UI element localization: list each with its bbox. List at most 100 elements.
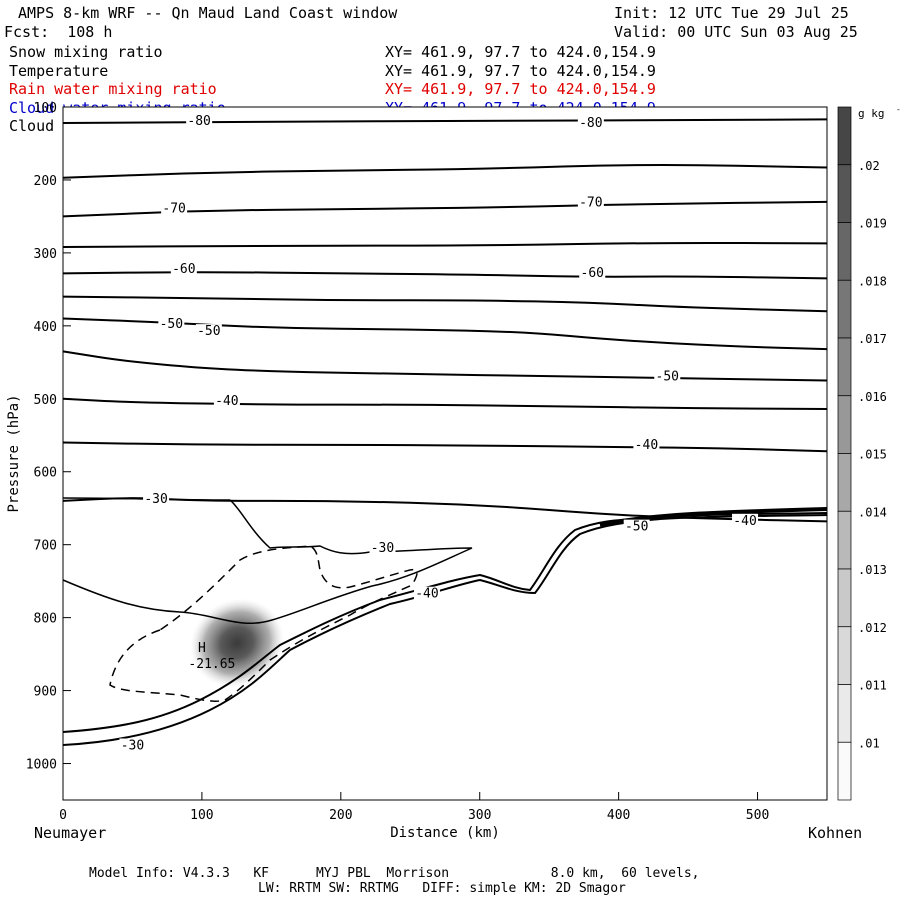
contour-label-bg — [623, 519, 650, 533]
colorbar-swatch — [837, 568, 852, 628]
colorbar-swatch — [837, 222, 852, 281]
contour-label-bg — [143, 491, 170, 505]
colorbar-swatch — [837, 395, 852, 454]
field-xy: XY= 461.9, 97.7 to 424.0,154.9 — [385, 61, 656, 80]
snow-maximum-shading — [190, 598, 284, 688]
temperature-contour — [62, 397, 828, 411]
x-tick-label: 300 — [468, 808, 491, 823]
colorbar-label: .018 — [858, 274, 887, 288]
terrain-thick-contour — [599, 507, 828, 527]
y-tick-label: 300 — [34, 247, 57, 262]
y-tick-label: 500 — [34, 393, 57, 408]
temperature-contour — [62, 441, 828, 453]
field-name: Snow mixing ratio — [9, 43, 163, 61]
contour-label-bg — [633, 437, 660, 451]
snow-mixing-ratio-contour — [109, 545, 418, 702]
contour-label-bg — [577, 116, 604, 130]
contour-label: -80 — [579, 116, 602, 131]
contour-label: -40 — [415, 587, 438, 602]
right-endpoint-label: Kohnen — [808, 824, 863, 842]
contour-label: -80 — [187, 114, 210, 129]
contour-label: -40 — [635, 438, 658, 453]
contour-label: -50 — [160, 317, 183, 332]
temperature-contour — [62, 350, 828, 382]
y-tick-label: 1000 — [26, 758, 57, 773]
plot-frame — [62, 106, 828, 801]
terrain-lower-contour — [62, 514, 828, 746]
contour-label: -40 — [215, 394, 238, 409]
max-marker-value: -21.65 — [188, 657, 235, 672]
colorbar-label: .011 — [858, 679, 887, 693]
contour-label-bg — [579, 265, 606, 279]
colorbar-label: .013 — [858, 563, 887, 577]
forecast-hour: Fcst: 108 h — [4, 23, 113, 41]
temperature-contour — [62, 295, 828, 313]
temperature-contour — [62, 163, 828, 179]
contour-label-bg — [119, 738, 146, 752]
x-tick-label: 200 — [329, 808, 352, 823]
colorbar-label: .015 — [858, 448, 887, 462]
contour-label-bg — [577, 195, 604, 209]
y-tick-label: 700 — [34, 539, 57, 554]
y-tick-label: 200 — [34, 174, 57, 189]
colorbar-swatch — [837, 741, 852, 801]
colorbar-label: .016 — [858, 390, 887, 404]
colorbar-swatch — [837, 684, 852, 743]
y-axis-label: Pressure (hPa) — [6, 394, 22, 512]
x-tick-label: 500 — [746, 808, 769, 823]
temperature-contour — [62, 317, 828, 351]
contour-label: -50 — [656, 369, 679, 384]
colorbar-label: .012 — [858, 621, 887, 635]
field-xy: XY= 461.9, 97.7 to 424.0,154.9 — [385, 80, 656, 98]
y-tick-label: 800 — [34, 612, 57, 627]
x-axis-label: Distance (km) — [390, 825, 500, 841]
field-xy: XY= 461.9, 97.7 to 424.0,154.9 — [385, 43, 656, 61]
colorbar-label: .01 — [858, 736, 880, 750]
colorbar-swatch — [837, 453, 852, 512]
colorbar-label: .017 — [858, 332, 887, 346]
contour-label-bg — [654, 369, 681, 383]
y-tick-label: 100 — [34, 101, 57, 116]
y-tick-label: 400 — [34, 320, 57, 335]
chart-title: AMPS 8-km WRF -- Qn Maud Land Coast wind… — [18, 4, 398, 22]
colorbar-swatch — [837, 279, 852, 339]
contour-label-bg — [186, 114, 213, 128]
colorbar-label: .019 — [858, 217, 887, 231]
contour-label: -30 — [144, 492, 167, 507]
field-name: Rain water mixing ratio — [9, 80, 217, 98]
max-marker-label: H — [198, 641, 206, 656]
colorbar-swatch — [837, 164, 852, 223]
colorbar-swatch — [837, 106, 852, 166]
contour-label: -50 — [197, 324, 220, 339]
colorbar-swatch — [837, 626, 852, 685]
x-tick-label: 400 — [607, 808, 630, 823]
contour-label-bg — [369, 540, 396, 554]
contour-label-bg — [195, 324, 222, 338]
contour-label-bg — [413, 586, 440, 600]
contour-label: -30 — [371, 541, 394, 556]
temperature-contour — [62, 200, 828, 218]
y-tick-label: 600 — [34, 466, 57, 481]
temperature-contour — [62, 271, 828, 280]
contour-label-bg — [158, 316, 185, 330]
init-time: Init: 12 UTC Tue 29 Jul 25 — [614, 4, 849, 22]
x-tick-label: 100 — [190, 808, 213, 823]
left-endpoint-label: Neumayer — [34, 824, 107, 842]
field-name: Temperature — [9, 61, 109, 80]
temperature-contour — [62, 118, 828, 125]
contour-label-bg — [213, 394, 240, 408]
footer-model-info: Model Info: V4.3.3 KF MYJ PBL Morrison 8… — [89, 866, 700, 881]
contour-label: -30 — [121, 738, 144, 753]
x-tick-label: 0 — [59, 808, 67, 823]
contour-label-bg — [170, 262, 197, 276]
contour-label: -60 — [172, 262, 195, 277]
colorbar-label: .02 — [858, 159, 880, 173]
valid-time: Valid: 00 UTC Sun 03 Aug 25 — [614, 23, 858, 41]
temperature-contour — [62, 241, 828, 249]
contour-label: -70 — [162, 202, 185, 217]
contour-label: -60 — [581, 266, 604, 281]
contour-label: -50 — [625, 520, 648, 535]
contour-label-bg — [732, 513, 759, 527]
contour-label-bg — [161, 201, 188, 215]
